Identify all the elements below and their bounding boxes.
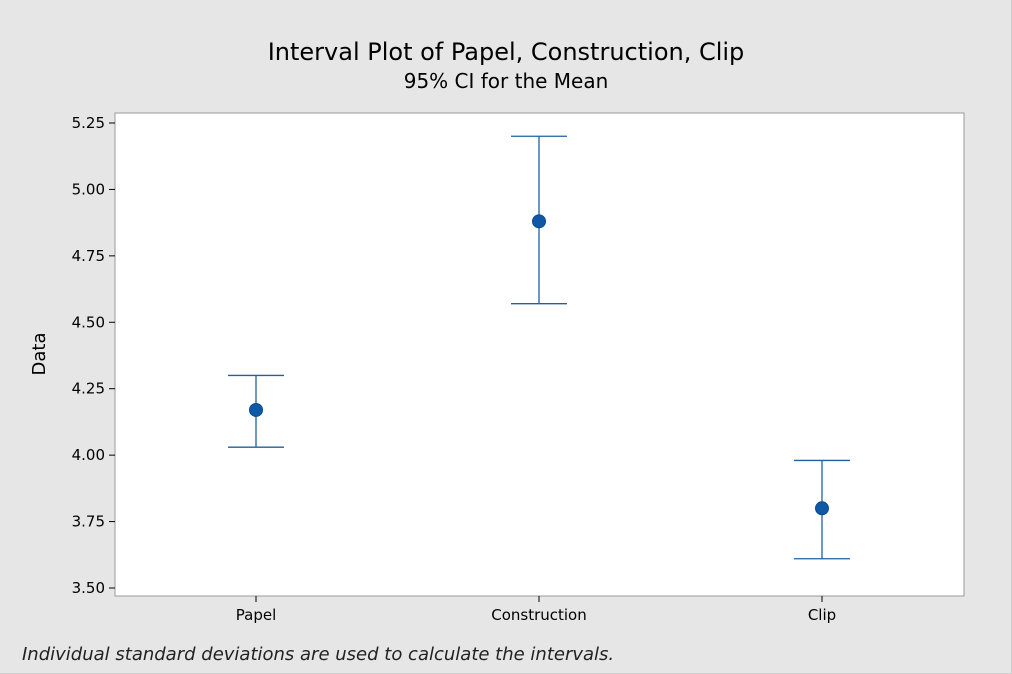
y-axis: 3.50 3.75 4.00 4.25 4.50 4.75 5.00 5.25 (72, 114, 115, 597)
y-tick-label: 4.50 (72, 313, 105, 331)
y-axis-label: Data (29, 333, 50, 376)
mean-point (249, 402, 263, 417)
y-tick-label: 4.25 (72, 380, 105, 398)
footnote: Individual standard deviations are used … (22, 644, 614, 665)
y-tick-label: 5.25 (72, 114, 105, 132)
y-tick-label: 3.50 (72, 579, 105, 597)
x-tick-label: Construction (491, 606, 587, 624)
y-tick-label: 4.75 (72, 247, 105, 265)
y-tick-label: 5.00 (72, 180, 105, 198)
y-tick-label: 4.00 (72, 446, 105, 464)
x-tick-label: Clip (808, 606, 836, 624)
chart-title: Interval Plot of Papel, Construction, Cl… (268, 38, 745, 66)
x-tick-label: Papel (236, 606, 276, 624)
x-axis: Papel Construction Clip (236, 596, 836, 624)
chart-subtitle: 95% CI for the Mean (404, 69, 609, 93)
mean-point (532, 214, 546, 229)
mean-point (815, 501, 829, 516)
y-tick-label: 3.75 (72, 513, 105, 531)
interval-series (228, 135, 850, 560)
